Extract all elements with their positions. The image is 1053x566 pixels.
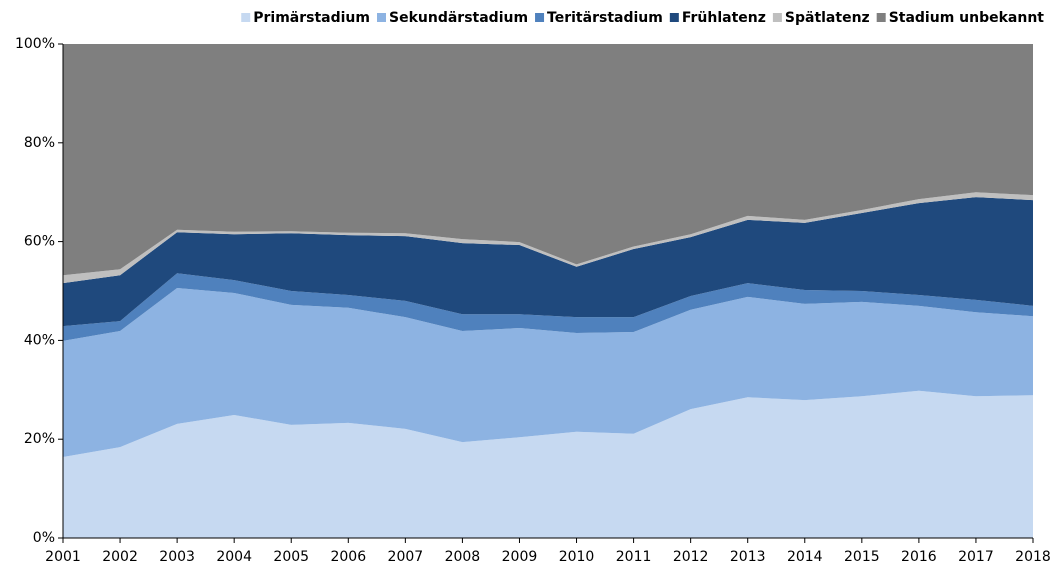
- legend-swatch: [377, 13, 386, 22]
- area: [63, 44, 1033, 276]
- y-tick-label: 20%: [24, 431, 55, 447]
- legend: Primärstadium Sekundärstadium Teritärstadi…: [241, 10, 1044, 26]
- x-tick-label: 2011: [616, 549, 652, 565]
- legend-label: Frühlatenz: [682, 10, 766, 26]
- y-tick-label: 80%: [24, 135, 55, 151]
- x-tick-label: 2003: [159, 549, 195, 565]
- x-tick-label: 2007: [388, 549, 424, 565]
- x-tick-label: 2012: [673, 549, 709, 565]
- legend-swatch: [876, 13, 886, 22]
- x-tick-label: 2017: [958, 549, 994, 565]
- x-tick-label: 2009: [502, 549, 538, 565]
- y-tick-label: 40%: [24, 332, 55, 348]
- x-tick-label: 2002: [102, 549, 138, 565]
- legend-label: Stadium unbekannt: [889, 10, 1045, 26]
- legend-label: Primärstadium: [253, 10, 370, 26]
- legend-swatch: [535, 13, 545, 22]
- x-tick-label: 2013: [730, 549, 766, 565]
- legend-label: Teritärstadium: [547, 10, 663, 26]
- legend-swatch: [241, 13, 251, 22]
- x-tick-label: 2005: [273, 549, 309, 565]
- x-tick-label: 2004: [216, 549, 252, 565]
- area: [63, 390, 1033, 538]
- area: [63, 273, 1033, 341]
- y-tick-label: 60%: [24, 234, 55, 250]
- legend-swatch: [669, 13, 679, 22]
- legend-label: Spätlatenz: [785, 10, 870, 26]
- x-tick-label: 2018: [1015, 549, 1051, 565]
- area: [63, 288, 1033, 457]
- y-tick-label: 0%: [33, 530, 55, 546]
- legend-swatch: [772, 13, 782, 22]
- x-tick-label: 2010: [559, 549, 595, 565]
- x-tick-label: 2001: [45, 549, 81, 565]
- area: [63, 197, 1033, 327]
- x-tick-label: 2006: [330, 549, 366, 565]
- legend-label: Sekundärstadium: [389, 10, 528, 26]
- x-tick-label: 2015: [844, 549, 880, 565]
- x-tick-label: 2016: [901, 549, 937, 565]
- x-tick-label: 2014: [787, 549, 823, 565]
- x-tick-label: 2008: [445, 549, 481, 565]
- y-tick-label: 100%: [15, 36, 55, 52]
